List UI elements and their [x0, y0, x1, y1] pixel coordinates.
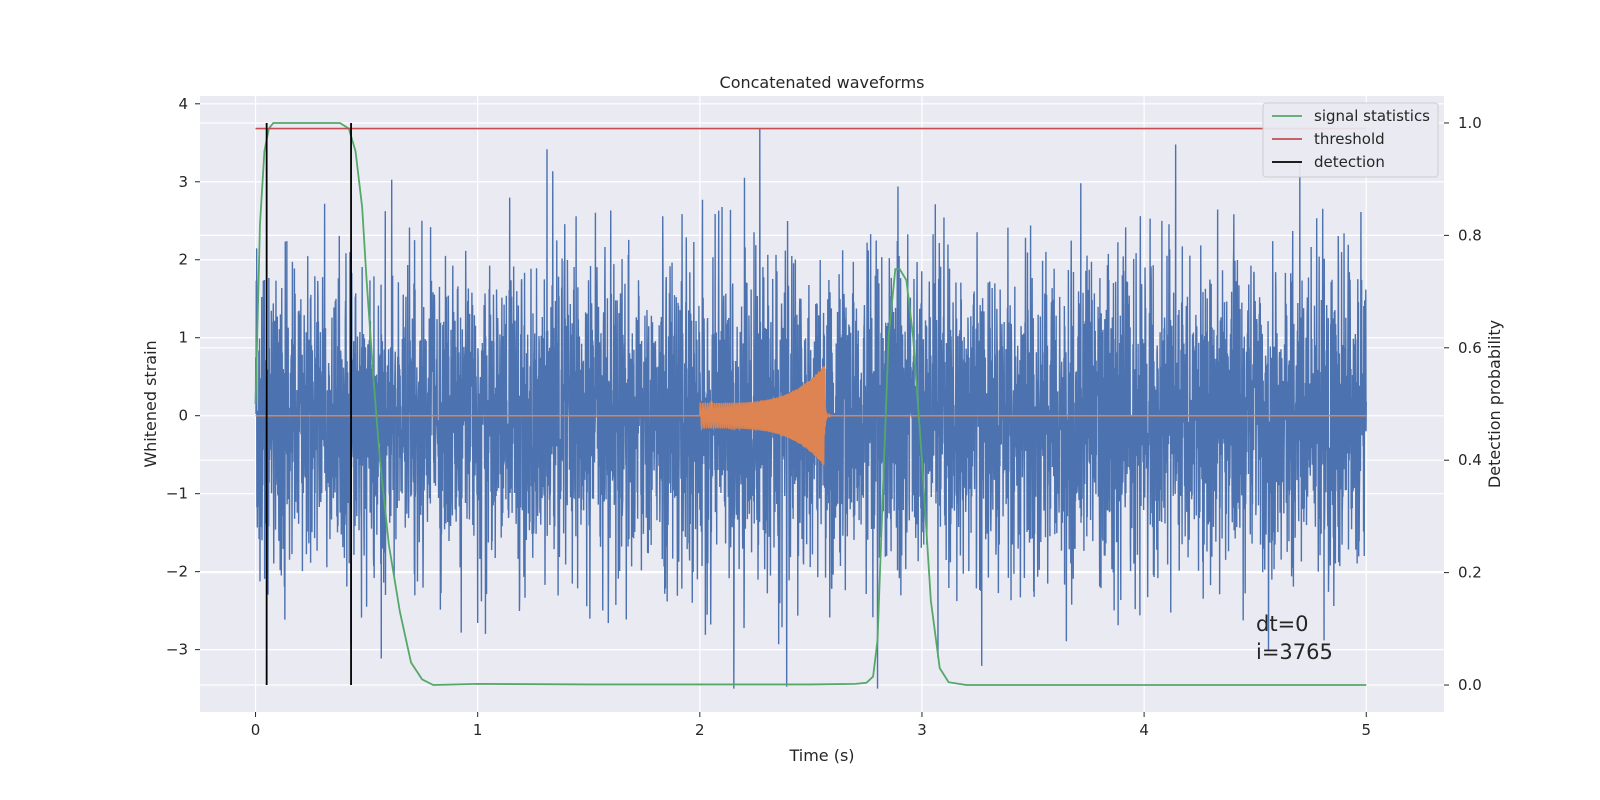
detection-lines — [265, 122, 352, 686]
waveform-series — [255, 366, 1367, 466]
y-tick-label: −3 — [166, 641, 188, 659]
signal-statistics-series — [254, 122, 1367, 686]
x-tick-label: 1 — [473, 721, 483, 739]
y-axis-label: Whitened strain — [141, 340, 160, 467]
y2-tick-label: 0.8 — [1458, 226, 1482, 244]
x-tick-label: 5 — [1361, 721, 1371, 739]
legend-box — [1262, 102, 1439, 178]
legend-label-signal-statistics: signal statistics — [1314, 107, 1430, 125]
y-tick-label: 4 — [178, 95, 188, 113]
y-tick-label: −1 — [166, 485, 188, 503]
y2-axis-ticks: 0.0 0.2 0.4 0.6 0.8 1.0 — [1444, 114, 1482, 694]
x-tick-label: 2 — [695, 721, 705, 739]
legend-label-threshold: threshold — [1314, 130, 1385, 148]
y2-tick-label: 0.4 — [1458, 451, 1482, 469]
y-tick-label: 1 — [178, 329, 188, 347]
annotation-index: i=3765 — [1256, 640, 1333, 664]
signal-statistics-line — [254, 122, 1367, 686]
chart-title: Concatenated waveforms — [720, 73, 925, 92]
y2-tick-label: 0.2 — [1458, 564, 1482, 582]
x-tick-label: 4 — [1139, 721, 1149, 739]
y2-tick-label: 0.0 — [1458, 676, 1482, 694]
y2-tick-label: 0.6 — [1458, 339, 1482, 357]
y-axis-ticks: −3 −2 −1 0 1 2 3 4 — [166, 95, 200, 659]
y2-axis-label: Detection probability — [1485, 320, 1504, 488]
y-tick-label: 2 — [178, 251, 188, 269]
y-tick-label: 0 — [178, 407, 188, 425]
x-tick-label: 3 — [917, 721, 927, 739]
y-tick-label: 3 — [178, 173, 188, 191]
y2-tick-label: 1.0 — [1458, 114, 1482, 132]
x-axis-ticks: 0 1 2 3 4 5 — [251, 712, 1371, 739]
y-tick-label: −2 — [166, 563, 188, 581]
x-axis-label: Time (s) — [788, 746, 854, 765]
waveform-line — [255, 366, 1367, 466]
annotation-dt: dt=0 — [1256, 612, 1309, 636]
legend: signal statistics threshold detection — [1262, 102, 1439, 178]
legend-label-detection: detection — [1314, 153, 1385, 171]
x-tick-label: 0 — [251, 721, 261, 739]
